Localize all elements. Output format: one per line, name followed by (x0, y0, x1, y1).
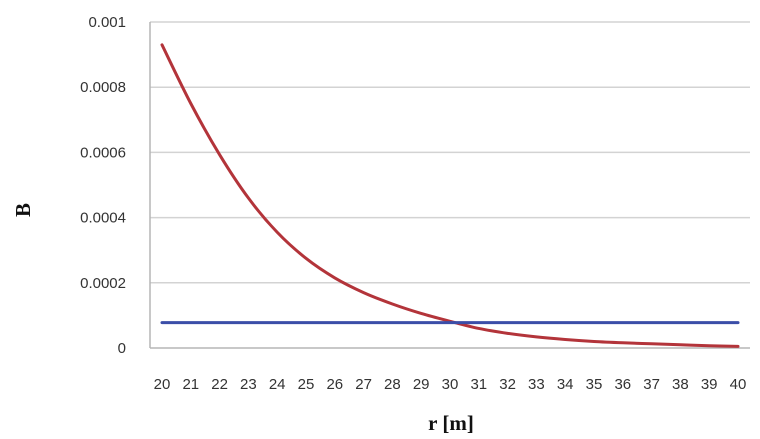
x-tick-label: 24 (269, 376, 286, 393)
y-tick-label: 0.001 (88, 14, 126, 31)
x-tick-label: 32 (499, 376, 516, 393)
x-tick-label: 26 (326, 376, 343, 393)
x-tick-label: 28 (384, 376, 401, 393)
x-tick-label: 36 (614, 376, 631, 393)
x-tick-label: 22 (211, 376, 228, 393)
y-tick-label: 0.0002 (80, 275, 126, 292)
x-tick-label: 33 (528, 376, 545, 393)
series-lines (160, 43, 740, 348)
x-tick-label: 25 (298, 376, 315, 393)
x-tick-labels: 20 21 22 23 24 25 26 27 28 29 30 31 32 33 34 35 36 37 38 39… (154, 376, 747, 393)
series-line-red (160, 43, 740, 348)
x-tick-label: 38 (672, 376, 689, 393)
x-tick-label: 29 (413, 376, 430, 393)
x-tick-label: 35 (586, 376, 603, 393)
x-tick-label: 40 (730, 376, 747, 393)
y-tick-label: 0.0006 (80, 144, 126, 161)
y-axis-title: B (11, 203, 35, 217)
y-tick-labels: 0 0.0002 0.0004 0.0006 0.0008 0.001 (80, 14, 126, 357)
y-tick-label: 0 (118, 340, 126, 357)
x-tick-label: 31 (470, 376, 487, 393)
x-tick-label: 39 (701, 376, 718, 393)
x-tick-label: 37 (643, 376, 660, 393)
x-tick-label: 30 (442, 376, 459, 393)
gridlines (149, 21, 750, 349)
x-tick-label: 34 (557, 376, 574, 393)
x-axis-title: r [m] (428, 411, 474, 435)
x-tick-label: 27 (355, 376, 372, 393)
x-tick-label: 20 (154, 376, 171, 393)
y-tick-label: 0.0004 (80, 210, 126, 227)
x-tick-label: 21 (182, 376, 199, 393)
y-tick-label: 0.0008 (80, 79, 126, 96)
x-tick-label: 23 (240, 376, 257, 393)
